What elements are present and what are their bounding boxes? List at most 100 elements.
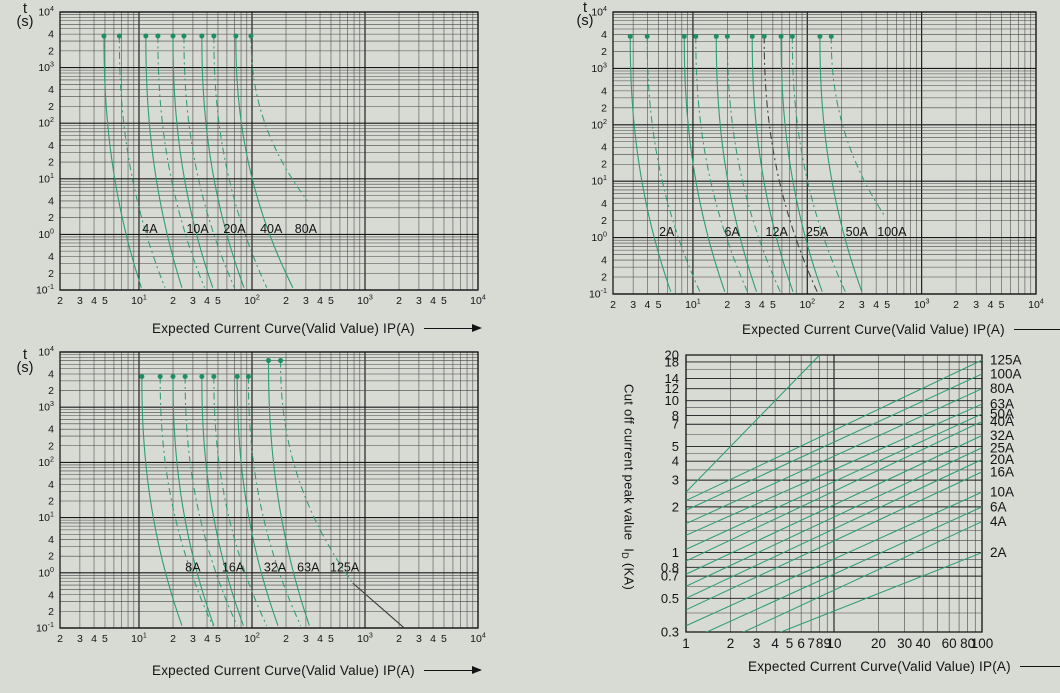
x-tick-label: 104: [470, 294, 486, 308]
125A-max-lower-black: [352, 582, 406, 628]
y-tick-label: 5: [672, 439, 679, 454]
rating-label-10A: 10A: [186, 222, 209, 236]
y-tick-label: 4: [601, 85, 607, 97]
y-tick-label: 4: [48, 251, 54, 263]
y-tick-label: 10-1: [36, 283, 54, 297]
y-tick-label: 103: [591, 61, 607, 75]
prospective-peak-line: [686, 355, 821, 493]
cutoff-line-label-25A: 25A: [990, 440, 1014, 455]
curve-dot-25A-min: [749, 33, 755, 39]
curve-dot-20A-min: [170, 33, 176, 39]
curve-2A-max: [646, 36, 701, 292]
curve-63A-min: [236, 376, 279, 626]
curve-dot-125A-max: [278, 358, 284, 364]
y-tick-label: 100: [591, 231, 607, 245]
cutoff-line-label-100A: 100A: [990, 366, 1022, 381]
y-tick-label: 103: [38, 400, 54, 414]
x-axis-caption-text: Expected Current Curve(Valid Value) IP(A…: [748, 659, 1011, 674]
x-tick-label: 4: [430, 295, 436, 307]
curve-63A-max: [247, 376, 302, 626]
curve-dot-25A-max: [761, 33, 767, 39]
y-tick-label: 2: [601, 102, 607, 114]
x-tick-label: 2: [57, 633, 63, 645]
rating-label-8A: 8A: [185, 560, 201, 574]
y-tick-label: 100: [38, 227, 54, 241]
x-tick-label: 7: [807, 636, 815, 651]
plot-frame: [59, 11, 479, 291]
y-tick-label: 0.3: [661, 625, 679, 640]
rating-label-20A: 20A: [223, 222, 246, 236]
x-tick-label: 4: [91, 295, 97, 307]
curves: [103, 36, 308, 288]
x-tick-label: 2: [953, 299, 959, 311]
curve-dot-4A-min: [101, 33, 107, 39]
y-tick-label: 2: [601, 272, 607, 284]
curve-100A-min: [819, 36, 863, 292]
y-tick-label: 18: [665, 354, 679, 369]
cutoff-line-label-10A: 10A: [990, 485, 1014, 500]
curve-dot-16A-max: [182, 373, 188, 379]
x-tick-label: 5: [999, 299, 1005, 311]
x-axis-title-bottom-right: Expected Current Curve(Valid Value) IP(A…: [748, 659, 1060, 674]
rating-label-4A: 4A: [142, 222, 158, 236]
y-tick-label: 4: [601, 29, 607, 41]
curve-dot-2A-min: [627, 33, 633, 39]
rating-label-32A: 32A: [264, 560, 287, 574]
x-tick-label: 5: [215, 295, 221, 307]
x-tick-label: 3: [303, 633, 309, 645]
time-unit: (s): [16, 14, 34, 30]
y-tick-label: 0.7: [661, 569, 679, 584]
rating-label-2A: 2A: [659, 225, 675, 239]
curve-100A-max: [830, 36, 885, 216]
chart-cutoff-current: 1 2 3 4 5 6 7 8 910 20 30 40 60 801002018141210875432…: [661, 348, 1022, 652]
y-tick-label: 4: [48, 29, 54, 41]
x-tick-label: 4: [317, 295, 323, 307]
x-tick-label: 4: [430, 633, 436, 645]
y-tick-label: 4: [48, 84, 54, 96]
x-tick-label: 2: [170, 295, 176, 307]
x-tick-label: 5: [770, 299, 776, 311]
x-tick-label: 3: [753, 636, 761, 651]
x-tick-label: 104: [470, 632, 486, 646]
curve-16A-max: [184, 376, 238, 626]
x-tick-label: 100: [971, 636, 994, 651]
curve-dot-2A-max: [644, 33, 650, 39]
x-tick-label: 102: [244, 294, 260, 308]
x-axis-caption-text: Expected Current Curve(Valid Value) IP(A…: [152, 663, 415, 678]
x-tick-label: 20: [871, 636, 886, 651]
y-tick-label: 4: [48, 424, 54, 436]
y-tick-label: 4: [601, 142, 607, 154]
x-tick-label: 10: [826, 636, 841, 651]
rating-label-100A: 100A: [877, 225, 907, 239]
x-tick-label: 103: [914, 298, 930, 312]
curve-dot-8A-max: [157, 373, 163, 379]
x-tick-label: 2: [396, 295, 402, 307]
plot-frame: [612, 11, 1037, 295]
cutoff-line-40A: [686, 421, 982, 562]
y-tick-label: 2: [601, 46, 607, 58]
y-tick-label: 14: [665, 371, 679, 386]
y-tick-label: 1: [672, 545, 679, 560]
x-tick-label: 2: [170, 633, 176, 645]
x-axis-caption-text: Expected Current Curve(Valid Value) IP(A…: [152, 321, 415, 336]
curve-12A-max: [726, 36, 781, 292]
x-tick-label: 3: [77, 295, 83, 307]
x-tick-label: 5: [328, 633, 334, 645]
rating-label-80A: 80A: [295, 222, 318, 236]
curve-6A-min: [683, 36, 726, 292]
curve-dot-50A-min: [778, 33, 784, 39]
x-tick-label: 3: [190, 295, 196, 307]
x-tick-label: 4: [645, 299, 651, 311]
x-tick-label: 5: [102, 295, 108, 307]
y-axis-title-bottom-left: t (s): [10, 348, 40, 376]
y-tick-label: 3: [672, 473, 679, 488]
curve-dot-80A-max: [248, 33, 254, 39]
y-tick-label: 4: [48, 479, 54, 491]
cutoff-line-16A: [686, 471, 982, 611]
cutoff-line-20A: [686, 459, 982, 599]
cutoff-y-suffix: (KA): [621, 558, 637, 591]
curve-dot-100A-max: [828, 33, 834, 39]
x-tick-label: 1: [682, 636, 690, 651]
cutoff-line-6A: [705, 506, 982, 632]
